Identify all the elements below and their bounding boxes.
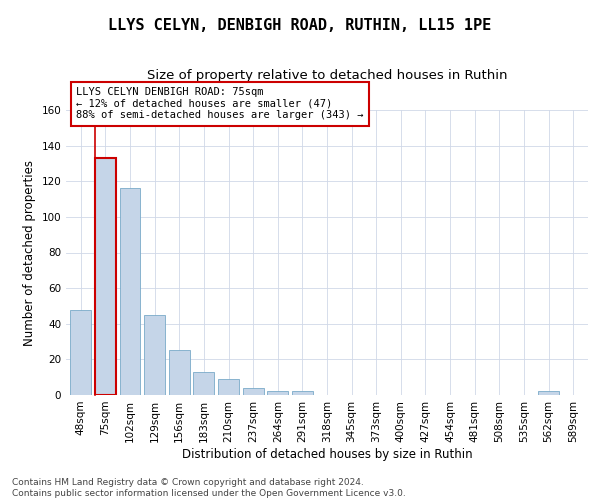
Bar xyxy=(292,392,313,395)
Bar xyxy=(169,350,190,395)
Text: LLYS CELYN, DENBIGH ROAD, RUTHIN, LL15 1PE: LLYS CELYN, DENBIGH ROAD, RUTHIN, LL15 1… xyxy=(109,18,491,32)
Bar xyxy=(218,379,239,395)
Bar xyxy=(242,388,263,395)
Bar xyxy=(70,310,91,395)
Title: Size of property relative to detached houses in Ruthin: Size of property relative to detached ho… xyxy=(147,70,507,82)
Bar xyxy=(538,392,559,395)
X-axis label: Distribution of detached houses by size in Ruthin: Distribution of detached houses by size … xyxy=(182,448,472,460)
Bar xyxy=(144,315,165,395)
Bar xyxy=(95,158,116,395)
Text: LLYS CELYN DENBIGH ROAD: 75sqm
← 12% of detached houses are smaller (47)
88% of : LLYS CELYN DENBIGH ROAD: 75sqm ← 12% of … xyxy=(76,87,364,120)
Bar xyxy=(267,392,288,395)
Bar xyxy=(193,372,214,395)
Y-axis label: Number of detached properties: Number of detached properties xyxy=(23,160,36,346)
Text: Contains HM Land Registry data © Crown copyright and database right 2024.
Contai: Contains HM Land Registry data © Crown c… xyxy=(12,478,406,498)
Bar xyxy=(119,188,140,395)
